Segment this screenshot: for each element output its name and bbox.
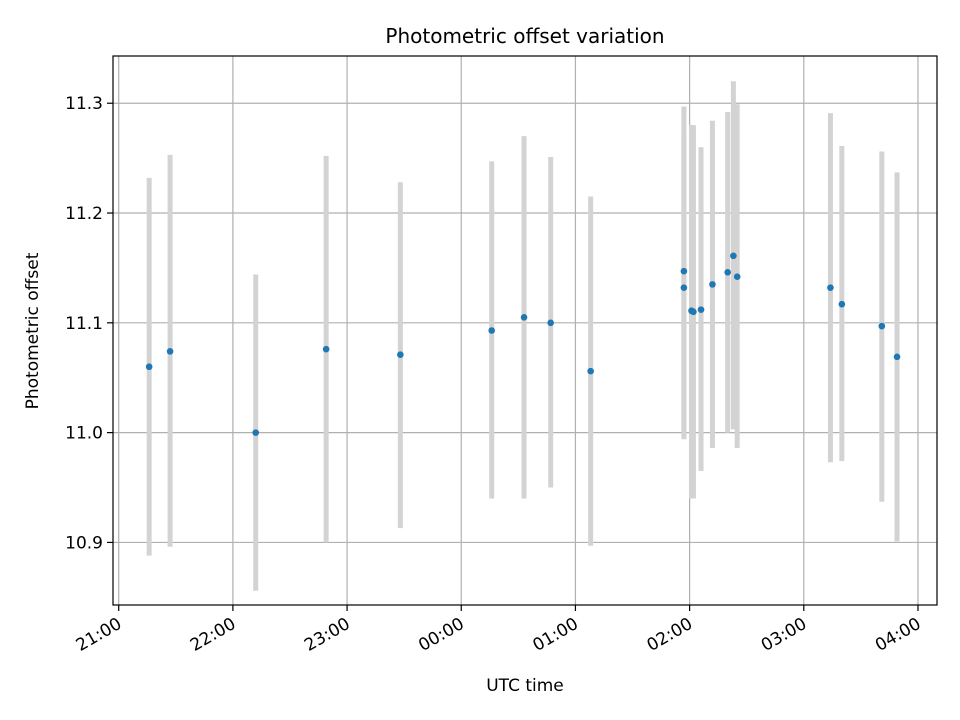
x-axis-title: UTC time — [486, 676, 564, 696]
data-point — [724, 269, 731, 276]
data-point — [709, 281, 716, 288]
data-point — [252, 429, 260, 436]
data-point — [145, 363, 153, 371]
data-point — [520, 314, 528, 321]
y-tick-label: 11.3 — [65, 94, 103, 114]
data-point — [488, 327, 495, 334]
data-point — [322, 345, 330, 353]
y-axis: 10.9 11.0 11.1 11.2 11.3 — [65, 94, 113, 553]
data-point — [827, 284, 834, 291]
data-point — [547, 319, 554, 327]
data-point — [680, 267, 688, 275]
data-point — [838, 300, 846, 308]
data-point — [878, 322, 886, 330]
data-point — [166, 348, 174, 355]
chart-title: Photometric offset variation — [385, 24, 664, 48]
y-axis-title: Photometric offset — [23, 252, 43, 409]
y-tick-label: 10.9 — [65, 533, 103, 553]
data-point — [730, 252, 737, 260]
y-tick-label: 11.1 — [65, 314, 103, 334]
plot-frame — [112, 55, 938, 606]
data-point — [680, 284, 688, 291]
data-point — [690, 308, 697, 316]
data-point — [893, 353, 901, 361]
data-point — [397, 351, 404, 358]
data-point — [587, 367, 594, 375]
y-tick-label: 11.2 — [65, 204, 103, 224]
data-point — [733, 273, 741, 280]
data-points — [145, 252, 901, 436]
y-tick-label: 11.0 — [65, 424, 103, 444]
data-point — [697, 306, 705, 313]
